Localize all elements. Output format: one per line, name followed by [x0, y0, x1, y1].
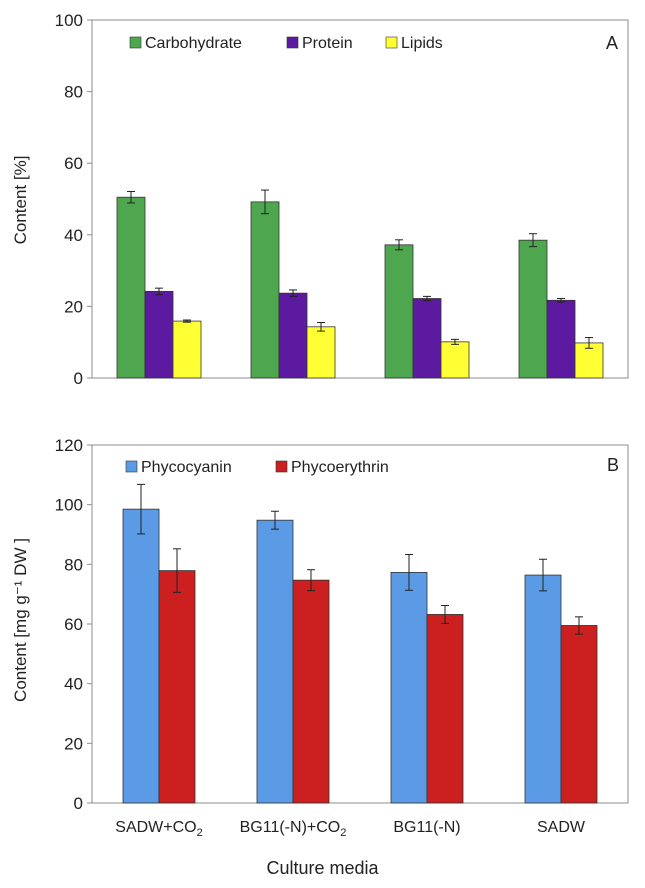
panel-label: A: [606, 33, 618, 53]
category-label-1: BG11(-N)+CO2: [240, 819, 347, 839]
category-label-2: BG11(-N): [393, 819, 460, 836]
category-label-3: SADW: [537, 819, 586, 836]
bar-carbohydrate-1: [250, 201, 280, 379]
bar-carbohydrate-2: [384, 244, 414, 379]
y-tick-label: 80: [64, 83, 83, 102]
y-axis-label: Content [mg g⁻¹ DW ]: [11, 538, 30, 702]
bar-phycocyanin-0: [122, 508, 160, 804]
bar-carbohydrate-0: [116, 196, 146, 379]
y-tick-label: 0: [74, 794, 83, 813]
y-tick-label: 40: [64, 675, 83, 694]
y-tick-label: 20: [64, 734, 83, 753]
y-tick-label: 40: [64, 226, 83, 245]
bar-lipids-0: [172, 320, 202, 379]
panel-a: 0 20 40 60 80 100 Content [%] A Carbohydrate Prot…: [11, 11, 629, 388]
legend-label-protein: Protein: [302, 35, 353, 52]
y-tick-label: 100: [55, 11, 83, 30]
category-label-0: SADW+CO2: [115, 819, 202, 839]
legend-label-lipids: Lipids: [401, 35, 443, 52]
bar-phycocyanin-2: [390, 571, 428, 804]
y-axis-label: Content [%]: [11, 156, 30, 245]
bar-carbohydrate-3: [518, 239, 548, 379]
legend-swatch-phycoerythrin: [275, 460, 288, 473]
bar-lipids-2: [440, 341, 470, 379]
y-tick-label: 20: [64, 297, 83, 316]
bar-phycocyanin-3: [524, 574, 562, 804]
bar-protein-1: [278, 292, 308, 379]
legend-swatch-phycocyanin: [125, 460, 138, 473]
legend-label-carbohydrate: Carbohydrate: [145, 35, 242, 52]
bar-phycocyanin-1: [256, 519, 294, 804]
bar-lipids-1: [306, 326, 336, 379]
y-tick-label: 60: [64, 154, 83, 173]
y-tick-label: 60: [64, 615, 83, 634]
panel-label: B: [607, 455, 619, 475]
bar-protein-0: [144, 290, 174, 379]
bar-lipids-3: [574, 342, 604, 379]
bar-phycoerythrin-2: [426, 614, 464, 804]
y-tick-label: 100: [55, 496, 83, 515]
legend-label-phycoerythrin: Phycoerythrin: [291, 459, 389, 476]
y-tick-label: 120: [55, 436, 83, 455]
legend-swatch-lipids: [385, 36, 398, 49]
panel-b: 0 20 40 60 80 100 120 Content [mg g⁻¹ DW ] B Phyc…: [11, 436, 629, 839]
bar-phycoerythrin-1: [292, 579, 330, 804]
legend-swatch-protein: [286, 36, 299, 49]
y-tick-label: 0: [74, 369, 83, 388]
legend-label-phycocyanin: Phycocyanin: [141, 459, 232, 476]
bar-protein-3: [546, 299, 576, 379]
bar-protein-2: [412, 298, 442, 379]
plot-frame: [91, 19, 629, 379]
x-axis-label: Culture media: [266, 858, 379, 878]
bar-phycoerythrin-3: [560, 625, 598, 804]
bar-phycoerythrin-0: [158, 570, 196, 804]
legend-swatch-carbohydrate: [129, 36, 142, 49]
y-tick-label: 80: [64, 555, 83, 574]
